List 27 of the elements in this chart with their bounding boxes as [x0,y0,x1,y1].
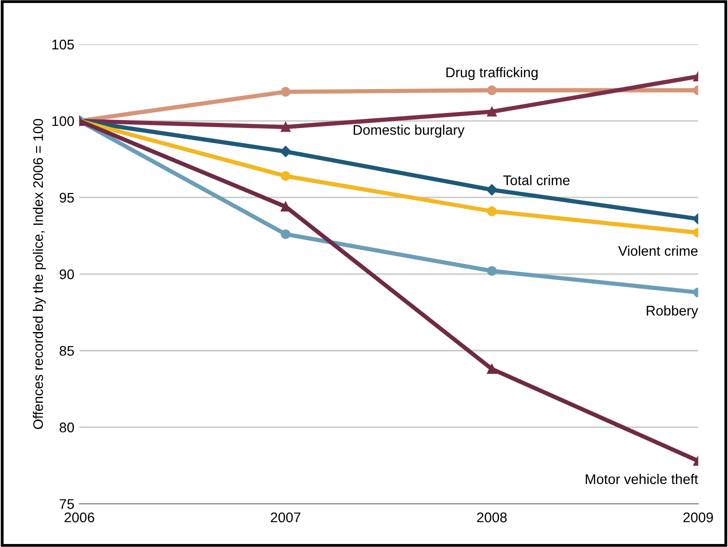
point [487,106,497,117]
y-tick-label: 105 [52,40,74,50]
point [486,184,498,196]
x-tick-label: 2006 [64,512,94,522]
point [280,146,292,158]
x-tick-label: 2007 [270,512,300,522]
y-tick-label: 75 [60,499,74,509]
series-label: Violent crime [618,246,698,256]
x-tick-label: 2009 [683,512,713,522]
y-tick-label: 85 [60,346,74,356]
y-tick-label: 90 [60,269,74,280]
y-tick-label: 80 [60,422,74,432]
series-label: Robbery [646,305,698,318]
series-label: Motor vehicle theft [586,474,698,484]
series-label: Domestic burglary [354,124,464,138]
series-label: Total crime [503,175,570,186]
point [487,206,497,216]
y-tick-label: 95 [60,192,74,203]
point [487,85,497,96]
point [280,171,290,181]
point [280,86,290,97]
point [487,364,497,374]
y-tick-label: 100 [52,116,74,126]
x-tick-label: 2008 [477,512,507,522]
series-label: Drug trafficking [446,67,538,80]
y-axis-title: Offences recorded by the police, Index 2006 = 100 [32,118,46,430]
point [280,122,290,132]
